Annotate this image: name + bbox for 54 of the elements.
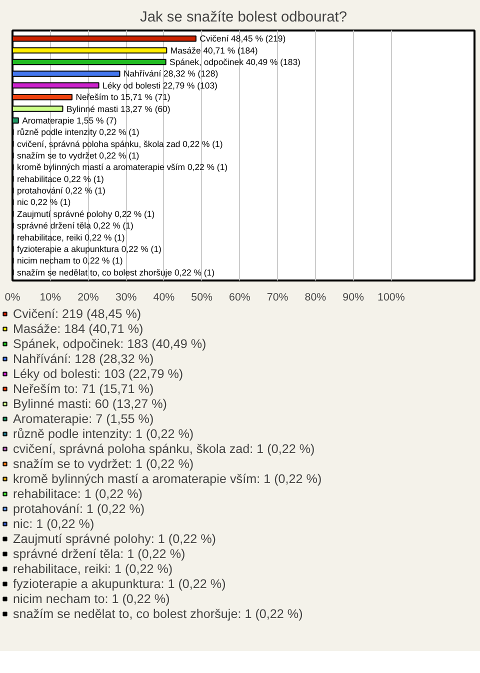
legend-label: Bylinné masti: 60 (13,27 %) [13,396,167,411]
data-label: snažím se nedělat to, co bolest zhoršuje 0,22 % (1) [17,267,215,278]
data-label: Masáže 40,71 % (184) [170,45,258,56]
data-label: nicim necham to 0,22 % (1) [17,256,123,266]
x-tick-label: 80% [304,292,327,304]
legend-label: nic: 1 (0,22 %) [13,516,94,531]
data-label: nic 0,22 % (1) [17,197,71,208]
data-label: rehabilitace 0,22 % (1) [17,174,104,184]
data-label: Zaujmutí správné polohy 0,22 % (1) [17,208,155,219]
legend-label: Léky od bolesti: 103 (22,79 %) [13,366,184,381]
legend-label: Aromaterapie: 7 (1,55 %) [13,411,154,426]
data-label: Bylinné masti 13,27 % (60) [66,104,170,114]
data-label: Aromaterapie 1,55 % (7) [22,115,117,126]
data-label: fyzioterapie a akupunktura 0,22 % (1) [17,244,162,254]
data-label: protahování 0,22 % (1) [17,186,106,196]
x-tick-label: 60% [229,292,251,304]
legend-label: Zaujmutí správné polohy: 1 (0,22 %) [13,531,216,546]
chart-title: Jak se snažíte bolest odbourat? [140,10,347,26]
data-label: kromě bylinných mastí a aromaterapie vším 0,22 % (1) [17,162,228,172]
data-label: Nahřívání 28,32 % (128) [123,68,218,79]
x-tick-label: 100% [378,292,406,304]
x-tick-label: 50% [191,292,214,304]
data-label: Neřeším to 15,71 % (71) [76,92,170,102]
legend-label: snažím se to vydržet: 1 (0,22 %) [13,456,194,471]
x-tick-label: 0% [4,292,21,304]
x-tick-label: 70% [266,292,289,304]
data-label: Léky od bolesti 22,79 % (103) [102,80,218,90]
x-tick-label: 20% [78,292,100,304]
data-label: cvičení, správná poloha spánku, škola zad 0,22 % (1) [17,138,223,149]
data-label: Spánek, odpočinek 40,49 % (183) [170,57,301,68]
legend-label: rehabilitace: 1 (0,22 %) [13,486,143,501]
data-label: rehabilitace, reiki 0,22 % (1) [17,232,125,242]
legend-label: Masáže: 184 (40,71 %) [13,321,144,336]
legend-label: cvičení, správná poloha spánku, škola zad: 1 (0,22 %) [13,441,315,456]
data-label: správné držení těla 0,22 % (1) [17,220,134,231]
legend-label: Spánek, odpočinek: 183 (40,49 %) [13,336,206,351]
legend-label: snažím se nedělat to, co bolest zhoršuje: 1 (0,22 %) [13,606,303,621]
x-tick-label: 10% [40,292,62,304]
data-label: snažím se to vydržet 0,22 % (1) [17,150,140,160]
legend-label: Nahřívání: 128 (28,32 %) [13,351,154,366]
legend-label: protahování: 1 (0,22 %) [13,501,145,516]
data-label: Cvičení 48,45 % (219) [200,34,286,44]
legend-label: správné držení těla: 1 (0,22 %) [13,546,186,561]
legend-label: kromě bylinných mastí a aromaterapie vším: 1 (0,22 %) [13,471,322,486]
legend-label: Neřeším to: 71 (15,71 %) [13,381,154,396]
x-tick-label: 40% [153,292,176,304]
x-tick-label: 90% [342,292,365,304]
legend-label: fyzioterapie a akupunktura: 1 (0,22 %) [13,576,226,591]
data-label: různě podle intenzity 0,22 % (1) [17,127,140,138]
legend-label: rehabilitace, reiki: 1 (0,22 %) [13,561,173,576]
legend-label: nicim necham to: 1 (0,22 %) [13,591,170,606]
legend-label: Cvičení: 219 (48,45 %) [13,306,142,321]
legend-label: různě podle intenzity: 1 (0,22 %) [13,426,194,441]
x-tick-label: 30% [115,292,138,304]
